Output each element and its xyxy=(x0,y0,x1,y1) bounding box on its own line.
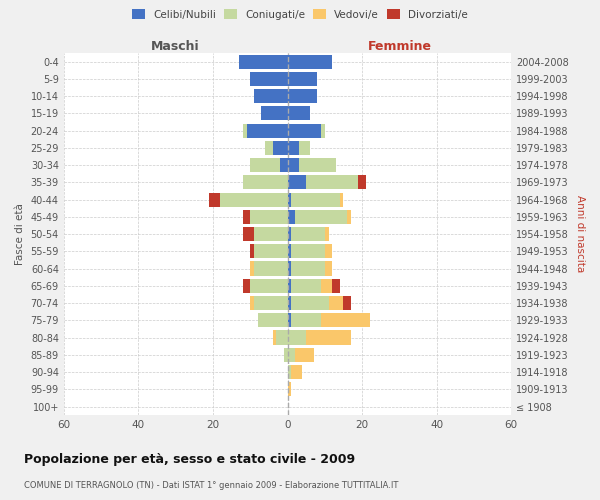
Bar xyxy=(272,141,287,155)
Bar xyxy=(277,330,287,344)
Bar xyxy=(287,244,291,258)
Y-axis label: Anni di nascita: Anni di nascita xyxy=(575,196,585,272)
Bar xyxy=(243,124,247,138)
Bar xyxy=(291,278,321,293)
Bar xyxy=(295,210,347,224)
Bar xyxy=(287,124,321,138)
Bar xyxy=(287,313,291,328)
Bar xyxy=(329,296,343,310)
Bar xyxy=(254,262,287,276)
Bar xyxy=(295,348,314,362)
Bar xyxy=(358,176,366,190)
Bar xyxy=(321,313,370,328)
Y-axis label: Fasce di età: Fasce di età xyxy=(15,203,25,265)
Bar xyxy=(340,192,343,206)
Text: COMUNE DI TERRAGNOLO (TN) - Dati ISTAT 1° gennaio 2009 - Elaborazione TUTTITALIA: COMUNE DI TERRAGNOLO (TN) - Dati ISTAT 1… xyxy=(24,480,398,490)
Bar xyxy=(243,278,250,293)
Legend: Celibi/Nubili, Coniugati/e, Vedovi/e, Divorziati/e: Celibi/Nubili, Coniugati/e, Vedovi/e, Di… xyxy=(128,5,472,24)
Text: Popolazione per età, sesso e stato civile - 2009: Popolazione per età, sesso e stato civil… xyxy=(24,452,355,466)
Text: Maschi: Maschi xyxy=(151,40,200,53)
Bar xyxy=(250,72,287,86)
Bar xyxy=(250,278,287,293)
Bar xyxy=(239,54,287,68)
Bar xyxy=(291,313,321,328)
Bar xyxy=(332,278,340,293)
Bar xyxy=(284,348,287,362)
Bar xyxy=(325,262,332,276)
Bar xyxy=(262,106,287,120)
Bar xyxy=(325,227,329,241)
Bar xyxy=(306,176,358,190)
Bar xyxy=(321,278,332,293)
Bar xyxy=(287,89,317,103)
Bar xyxy=(287,54,332,68)
Bar xyxy=(254,296,287,310)
Bar xyxy=(287,365,291,379)
Bar xyxy=(287,106,310,120)
Bar xyxy=(321,124,325,138)
Bar xyxy=(250,210,287,224)
Bar xyxy=(247,124,287,138)
Bar xyxy=(265,141,272,155)
Bar xyxy=(250,158,280,172)
Bar xyxy=(254,244,287,258)
Bar xyxy=(299,158,336,172)
Bar xyxy=(250,296,254,310)
Bar xyxy=(287,227,291,241)
Bar xyxy=(291,365,302,379)
Bar xyxy=(287,348,295,362)
Bar xyxy=(299,141,310,155)
Bar xyxy=(287,382,291,396)
Bar xyxy=(243,210,250,224)
Bar xyxy=(258,313,287,328)
Bar xyxy=(287,296,291,310)
Bar xyxy=(291,296,329,310)
Bar xyxy=(287,176,306,190)
Bar xyxy=(291,262,325,276)
Text: Femmine: Femmine xyxy=(367,40,431,53)
Bar xyxy=(325,244,332,258)
Bar xyxy=(291,192,340,206)
Bar xyxy=(306,330,351,344)
Bar xyxy=(250,262,254,276)
Bar xyxy=(272,330,277,344)
Bar xyxy=(287,330,306,344)
Bar xyxy=(287,278,291,293)
Bar xyxy=(287,141,299,155)
Bar xyxy=(287,72,317,86)
Bar xyxy=(254,227,287,241)
Bar xyxy=(243,227,254,241)
Bar xyxy=(243,176,287,190)
Bar xyxy=(343,296,351,310)
Bar xyxy=(287,158,299,172)
Bar xyxy=(291,244,325,258)
Bar xyxy=(254,89,287,103)
Bar xyxy=(287,192,291,206)
Bar xyxy=(347,210,351,224)
Bar xyxy=(250,244,254,258)
Bar xyxy=(291,227,325,241)
Bar xyxy=(287,262,291,276)
Bar xyxy=(220,192,287,206)
Bar xyxy=(209,192,220,206)
Bar xyxy=(287,210,295,224)
Bar xyxy=(280,158,287,172)
